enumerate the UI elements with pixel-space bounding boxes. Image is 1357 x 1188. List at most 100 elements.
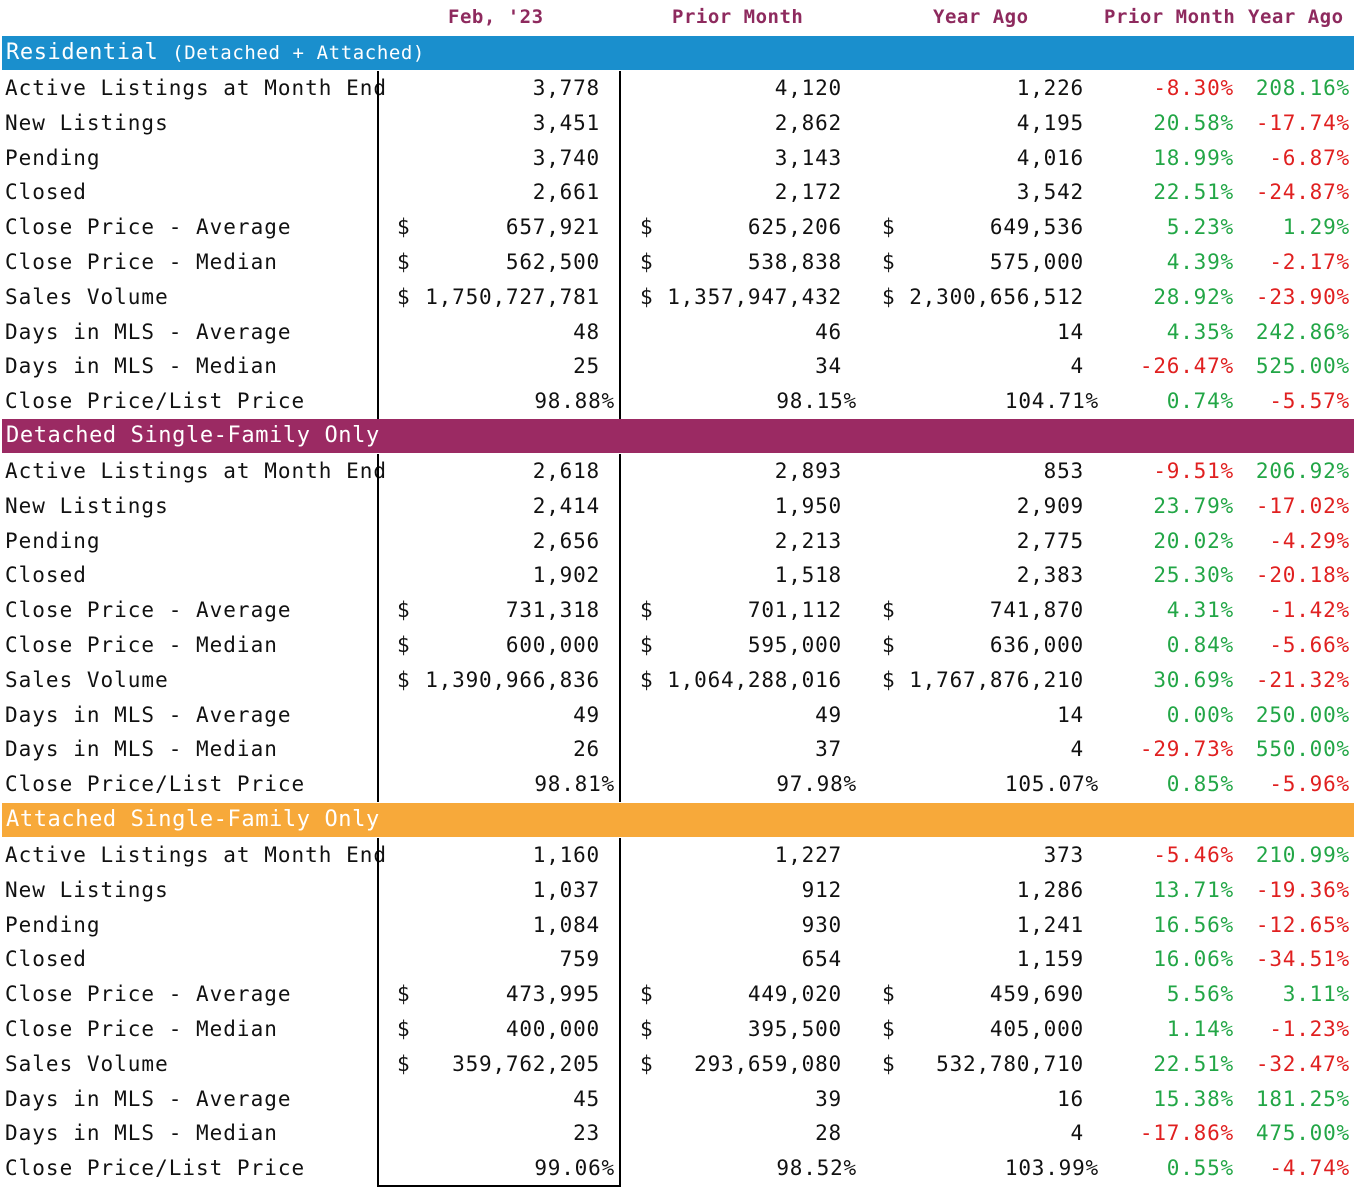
col-header-prior-month: Prior Month (672, 6, 804, 28)
row-label: Closed (5, 947, 87, 972)
table-row: Pending 3,740 3,143 4,016 18.99% -6.87% (0, 141, 1357, 176)
prior-month-value: 930 (801, 912, 842, 937)
dollar-sign: $ (640, 215, 653, 240)
row-label: Days in MLS - Median (5, 737, 278, 762)
dollar-sign: $ (397, 1051, 410, 1076)
change-year-ago: -20.18% (1255, 563, 1350, 588)
prior-month-value: 1,950 (774, 493, 842, 518)
prior-month-value: 538,838 (747, 250, 842, 274)
change-prior-month: 20.02% (1153, 528, 1234, 553)
year-ago-value: 405,000 (989, 1017, 1084, 1041)
prior-month-value: 1,357,947,432 (667, 284, 842, 309)
dollar-sign: $ (640, 250, 653, 274)
year-ago-value: 14 (1057, 702, 1084, 727)
current-value: 731,318 (505, 598, 600, 623)
current-value: 657,921 (505, 215, 600, 240)
change-prior-month: 25.30% (1153, 563, 1234, 588)
change-prior-month: -9.51% (1153, 459, 1234, 483)
row-label: Sales Volume (5, 284, 169, 309)
change-prior-month: 20.58% (1153, 110, 1234, 135)
dollar-sign: $ (640, 667, 653, 692)
change-year-ago: 475.00% (1255, 1121, 1350, 1146)
change-year-ago: 1.29% (1282, 215, 1350, 240)
year-ago-value: 4 (1070, 1121, 1084, 1146)
change-prior-month: 28.92% (1153, 284, 1234, 309)
year-ago-value: 1,159 (1016, 947, 1084, 972)
border-right-current (619, 454, 621, 802)
dollar-sign: $ (397, 633, 410, 657)
row-label: Close Price - Median (5, 250, 278, 274)
current-value: 1,037 (532, 877, 600, 902)
prior-month-value: 34 (815, 354, 842, 379)
col-header-change-year-ago: Year Ago (1248, 6, 1344, 28)
change-year-ago: 525.00% (1255, 354, 1350, 379)
year-ago-value: 105.07% (1004, 772, 1099, 797)
change-year-ago: -34.51% (1255, 947, 1350, 972)
year-ago-value: 532,780,710 (936, 1051, 1084, 1076)
row-label: Close Price - Average (5, 215, 292, 240)
year-ago-value: 4 (1070, 354, 1084, 379)
table-row: Close Price/List Price 98.81% 97.98% 105.07… (0, 767, 1357, 802)
change-prior-month: 22.51% (1153, 1051, 1234, 1076)
change-year-ago: 550.00% (1255, 737, 1350, 762)
prior-month-value: 37 (815, 737, 842, 762)
change-prior-month: 30.69% (1153, 667, 1234, 692)
row-label: Close Price/List Price (5, 772, 306, 797)
table-row: New Listings 1,037 912 1,286 13.71% -19.36% (0, 873, 1357, 908)
current-value: 99.06% (534, 1156, 615, 1181)
change-prior-month: 16.06% (1153, 947, 1234, 972)
prior-month-value: 449,020 (747, 982, 842, 1007)
table-row: Days in MLS - Average 49 49 14 0.00% 250.00% (0, 698, 1357, 733)
change-year-ago: -1.42% (1269, 598, 1350, 623)
dollar-sign: $ (640, 982, 653, 1007)
prior-month-value: 701,112 (747, 598, 842, 623)
year-ago-value: 1,241 (1016, 912, 1084, 937)
table-row: Active Listings at Month End 1,160 1,227 37… (0, 838, 1357, 873)
year-ago-value: 373 (1043, 843, 1084, 867)
prior-month-value: 1,518 (774, 563, 842, 588)
prior-month-value: 4,120 (774, 76, 842, 100)
year-ago-value: 2,775 (1016, 528, 1084, 553)
section-title: Detached Single-Family Only (6, 423, 380, 448)
change-year-ago: -2.17% (1269, 250, 1350, 274)
change-year-ago: 3.11% (1282, 982, 1350, 1007)
row-label: Close Price - Average (5, 982, 292, 1007)
change-year-ago: -6.87% (1269, 145, 1350, 170)
prior-month-value: 3,143 (774, 145, 842, 170)
year-ago-value: 459,690 (989, 982, 1084, 1007)
table-row: Close Price - Average $473,995 $449,020 $45… (0, 977, 1357, 1012)
row-label: Closed (5, 563, 87, 588)
dollar-sign: $ (397, 1017, 410, 1041)
col-header-year-ago: Year Ago (933, 6, 1029, 28)
current-value: 1,390,966,836 (425, 667, 600, 692)
prior-month-value: 39 (815, 1086, 842, 1111)
border-bottom-current (377, 1185, 621, 1187)
dollar-sign: $ (882, 215, 895, 240)
change-prior-month: 16.56% (1153, 912, 1234, 937)
change-year-ago: 208.16% (1255, 76, 1350, 100)
prior-month-value: 293,659,080 (694, 1051, 842, 1076)
year-ago-value: 636,000 (989, 633, 1084, 657)
year-ago-value: 2,909 (1016, 493, 1084, 518)
dollar-sign: $ (882, 250, 895, 274)
row-label: Active Listings at Month End (5, 843, 388, 867)
table-row: New Listings 2,414 1,950 2,909 23.79% -17.02% (0, 489, 1357, 524)
prior-month-value: 625,206 (747, 215, 842, 240)
row-label: New Listings (5, 877, 169, 902)
table-row: Close Price - Average $657,921 $625,206 $64… (0, 210, 1357, 245)
table-row: Pending 1,084 930 1,241 16.56% -12.65% (0, 908, 1357, 943)
current-value: 2,618 (532, 459, 600, 483)
change-year-ago: -19.36% (1255, 877, 1350, 902)
row-label: Pending (5, 145, 101, 170)
current-value: 359,762,205 (452, 1051, 600, 1076)
current-value: 48 (573, 319, 600, 344)
row-label: Sales Volume (5, 667, 169, 692)
change-prior-month: 0.55% (1166, 1156, 1234, 1181)
table-row: Days in MLS - Median 25 34 4 -26.47% 525.00% (0, 349, 1357, 384)
change-prior-month: 23.79% (1153, 493, 1234, 518)
border-right-current (619, 838, 621, 1186)
row-label: Pending (5, 912, 101, 937)
change-year-ago: 250.00% (1255, 702, 1350, 727)
year-ago-value: 104.71% (1004, 389, 1099, 414)
dollar-sign: $ (882, 982, 895, 1007)
